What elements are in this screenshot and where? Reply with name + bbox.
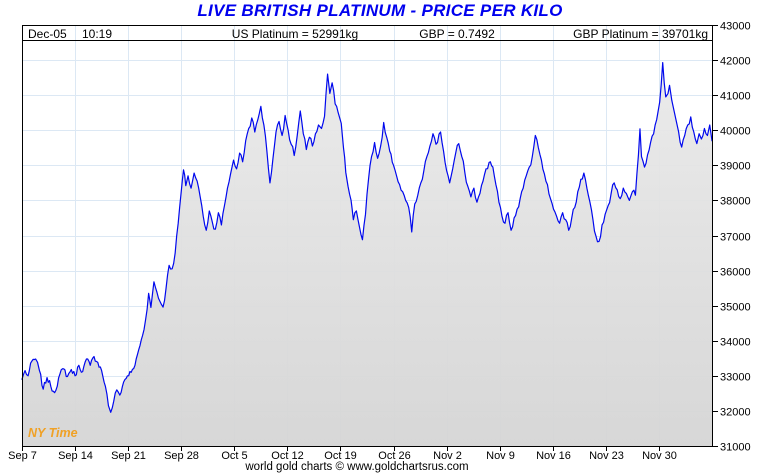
price-line xyxy=(21,61,713,413)
quote-time: 10:19 xyxy=(82,27,113,41)
x-tick-label: Sep 7 xyxy=(8,450,37,462)
y-tick-label: 41000 xyxy=(720,91,751,103)
x-tick-label: Nov 9 xyxy=(486,450,515,462)
y-tick-label: 31000 xyxy=(720,442,751,454)
y-tick-label: 36000 xyxy=(720,267,751,279)
x-tick-label: Nov 16 xyxy=(536,450,571,462)
x-tick-label: Sep 28 xyxy=(164,450,199,462)
y-tick-label: 37000 xyxy=(720,232,751,244)
x-tick-label: Sep 21 xyxy=(111,450,146,462)
y-tick-label: 38000 xyxy=(720,196,751,208)
x-tick-label: Nov 2 xyxy=(433,450,462,462)
plot-border xyxy=(22,25,713,447)
copyright-footer: world gold charts © www.goldchartsrus.co… xyxy=(245,461,469,473)
y-tick-label: 33000 xyxy=(720,372,751,384)
axis-labels: 31000 32000 33000 34000 35000 36000 37000 38000… xyxy=(8,21,750,463)
quote-date: Dec-05 xyxy=(28,27,67,41)
gbp-platinum-quote: GBP Platinum = 39701kg xyxy=(573,27,708,41)
gbp-rate-quote: GBP = 0.7492 xyxy=(419,27,495,41)
page-title: LIVE BRITISH PLATINUM - PRICE PER KILO xyxy=(197,1,563,20)
x-tick-label: Nov 30 xyxy=(642,450,677,462)
x-tick-label: Oct 5 xyxy=(221,450,247,462)
ny-time-label: NY Time xyxy=(28,426,78,440)
y-tick-label: 40000 xyxy=(720,126,751,138)
price-area-fill xyxy=(22,62,712,446)
y-tick-label: 39000 xyxy=(720,161,751,173)
y-tick-label: 35000 xyxy=(720,302,751,314)
us-platinum-quote: US Platinum = 52991kg xyxy=(231,27,359,41)
x-tick-label: Nov 23 xyxy=(589,450,624,462)
x-tick-label: Oct 26 xyxy=(378,450,410,462)
axis-ticks xyxy=(22,25,718,451)
plot-frame xyxy=(22,25,713,447)
y-tick-label: 42000 xyxy=(720,56,751,68)
x-tick-label: Sep 14 xyxy=(58,450,93,462)
x-tick-label: Oct 19 xyxy=(324,450,356,462)
y-tick-label: 32000 xyxy=(720,407,751,419)
y-tick-label: 34000 xyxy=(720,337,751,349)
x-tick-label: Oct 12 xyxy=(271,450,303,462)
y-tick-label: 43000 xyxy=(720,21,751,33)
